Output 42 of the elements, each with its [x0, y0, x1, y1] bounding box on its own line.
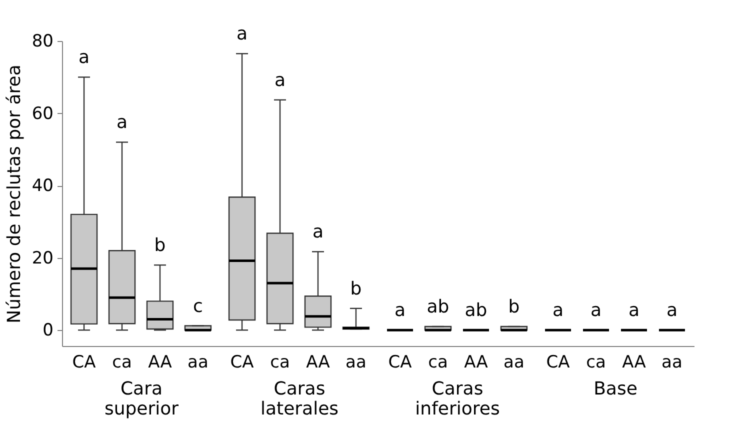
annotation: ab	[464, 300, 488, 322]
x-tick-label: AA	[306, 352, 330, 372]
x-tick-label: CA	[388, 352, 412, 372]
x-tick-label: aa	[346, 352, 366, 372]
y-axis-title: Número de reclutas por área	[4, 64, 25, 324]
x-tick-label: aa	[188, 352, 208, 372]
x-tick-label: AA	[464, 352, 488, 372]
y-tick-label: 80	[32, 32, 54, 52]
x-axis-title: Caras inferiores	[415, 378, 500, 420]
y-tick-label: 0	[42, 320, 54, 341]
annotation: a	[274, 70, 286, 91]
annotation: a	[236, 24, 248, 45]
x-tick-label: AA	[622, 352, 646, 372]
annotation: ab	[426, 296, 450, 318]
x-tick-label: CA	[546, 352, 570, 372]
annotation: b	[350, 278, 362, 300]
annotation: a	[552, 300, 564, 322]
annotation: b	[154, 235, 166, 256]
annotation: a	[628, 300, 640, 322]
y-tick-label: 20	[32, 248, 54, 268]
annotation: a	[394, 300, 406, 322]
x-axis-title: Caras laterales	[260, 378, 339, 420]
x-tick-label: ca	[586, 352, 606, 372]
x-axis-title: Base	[594, 378, 638, 400]
x-tick-label: CA	[72, 352, 96, 372]
y-tick-label: 60	[32, 104, 54, 124]
annotation: c	[193, 296, 203, 317]
x-axis-title: Cara superior	[104, 378, 180, 420]
annotation: a	[312, 222, 324, 243]
x-tick-label: CA	[230, 352, 254, 372]
x-tick-label: AA	[148, 352, 172, 372]
x-tick-label: ca	[270, 352, 290, 372]
annotation: a	[116, 112, 128, 134]
annotation: a	[666, 300, 678, 322]
x-tick-label: ca	[112, 352, 132, 372]
x-tick-label: aa	[662, 352, 682, 372]
annotation: b	[508, 296, 520, 318]
annotation: a	[590, 300, 602, 322]
annotation: a	[78, 47, 90, 68]
y-tick-label: 40	[32, 176, 54, 196]
x-tick-label: ca	[428, 352, 448, 372]
x-tick-label: aa	[504, 352, 524, 372]
